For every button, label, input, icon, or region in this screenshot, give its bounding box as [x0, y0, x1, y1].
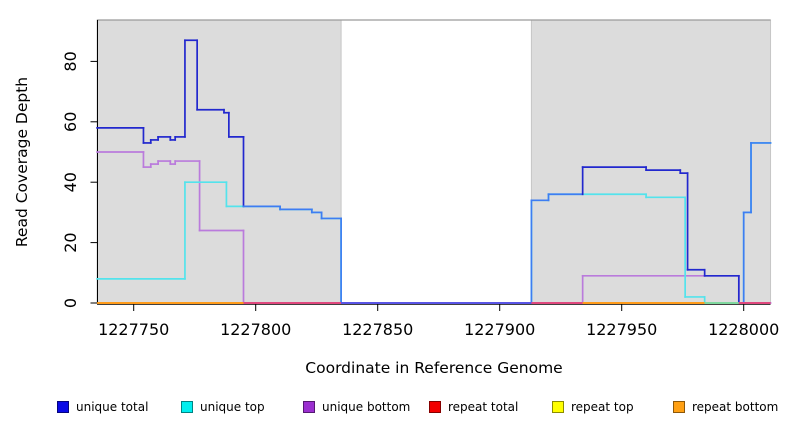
x-tick-label: 1228000 [708, 320, 779, 339]
legend-swatch-unique-top [181, 401, 193, 413]
y-tick-label: 80 [61, 51, 80, 71]
legend-item-unique-total: unique total [57, 399, 148, 415]
x-tick-label: 1227900 [464, 320, 535, 339]
y-tick-label: 20 [61, 232, 80, 252]
legend-swatch-repeat-bottom [673, 401, 685, 413]
legend-item-unique-top: unique top [181, 399, 265, 415]
legend-swatch-unique-total [57, 401, 69, 413]
repeat-region-shading [96, 19, 342, 304]
legend-item-unique-bottom: unique bottom [303, 399, 410, 415]
x-tick-label: 1227850 [342, 320, 413, 339]
legend: unique total unique top unique bottom re… [0, 399, 792, 419]
legend-label-unique-total: unique total [76, 400, 149, 414]
y-tick-label: 60 [61, 112, 80, 132]
repeat-region-shading [530, 19, 772, 304]
legend-item-repeat-top: repeat top [552, 399, 634, 415]
legend-label-repeat-total: repeat total [448, 400, 519, 414]
y-axis-title: Read Coverage Depth [13, 77, 31, 247]
x-tick-label: 1227750 [98, 320, 169, 339]
legend-swatch-unique-bottom [303, 401, 315, 413]
legend-label-unique-bottom: unique bottom [322, 400, 411, 414]
legend-item-repeat-total: repeat total [429, 399, 518, 415]
legend-swatch-repeat-top [552, 401, 564, 413]
y-tick-label: 40 [61, 172, 80, 192]
x-tick-label: 1227800 [220, 320, 291, 339]
legend-label-repeat-bottom: repeat bottom [692, 400, 779, 414]
legend-swatch-repeat-total [429, 401, 441, 413]
y-tick-label: 0 [61, 298, 80, 308]
legend-label-unique-top: unique top [200, 400, 265, 414]
x-tick-label: 1227950 [586, 320, 657, 339]
legend-item-repeat-bottom: repeat bottom [673, 399, 778, 415]
x-axis-title: Coordinate in Reference Genome [305, 359, 562, 377]
legend-label-repeat-top: repeat top [571, 400, 634, 414]
